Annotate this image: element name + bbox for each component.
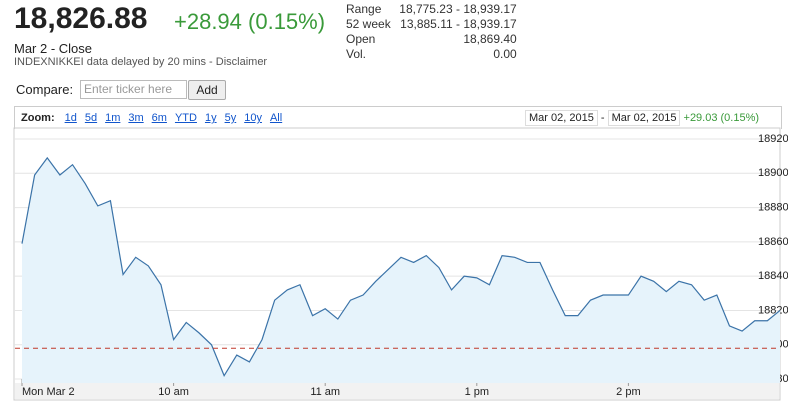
stat-row: 52 week 13,885.11 - 18,939.17 (346, 17, 517, 32)
stat-label: Vol. (346, 47, 367, 61)
range-change: +29.03 (0.15%) (683, 112, 760, 124)
stat-row: Open 18,869.40 (346, 32, 517, 47)
price: 18,826.88 (14, 2, 148, 35)
add-button[interactable]: Add (188, 80, 226, 100)
y-tick-label: 18860 (758, 236, 788, 248)
stat-label: 52 week (346, 17, 391, 31)
y-tick-label: 18880 (758, 201, 788, 213)
zoom-option[interactable]: 3m (128, 112, 144, 124)
stat-value: 18,775.23 - 18,939.17 (399, 2, 517, 16)
y-tick-label: 18820 (758, 304, 788, 316)
end-date[interactable]: Mar 02, 2015 (607, 110, 681, 126)
x-tick-label: 11 am (310, 386, 340, 398)
zoom-option[interactable]: All (269, 112, 283, 124)
zoom-label: Zoom: (21, 112, 55, 124)
stat-value: 18,869.40 (463, 32, 517, 46)
stat-row: Vol. 0.00 (346, 47, 517, 62)
date-range: Mar 02, 2015 - Mar 02, 2015 +29.03 (0.15… (525, 110, 759, 126)
x-tick-label: 1 pm (465, 386, 489, 398)
y-tick-label: 18840 (758, 270, 788, 282)
zoom-option[interactable]: 1m (105, 112, 121, 124)
x-axis-band (15, 383, 779, 399)
stat-row: Range 18,775.23 - 18,939.17 (346, 2, 517, 17)
x-tick-label: 2 pm (616, 386, 640, 398)
area (22, 157, 780, 383)
ticker-input[interactable]: Enter ticker here (80, 80, 187, 99)
stat-value: 13,885.11 - 18,939.17 (400, 17, 517, 31)
toolbar: Zoom: 1d 5d 1m 3m 6m YTD 1y 5y 10y All Mar 02, 201… (14, 106, 782, 129)
zoom-option[interactable]: 10y (244, 112, 262, 124)
start-date[interactable]: Mar 02, 2015 (525, 110, 598, 126)
zoom-option[interactable]: 5d (84, 112, 98, 124)
x-tick-label: Mon Mar 2 (22, 386, 75, 398)
price-line (21, 156, 781, 377)
chart-frame (13, 127, 781, 401)
zoom: Zoom: 1d 5d 1m 3m 6m YTD 1y 5y 10y All (21, 112, 290, 124)
stat-label: Open (346, 32, 376, 46)
stats: Range 18,775.23 - 18,939.17 52 week 13,885.… (346, 2, 517, 62)
x-tick-label: 10 am (158, 386, 189, 398)
stat-value: 0.00 (493, 47, 517, 61)
zoom-option[interactable]: 5y (224, 112, 237, 124)
zoom-option[interactable]: YTD (174, 112, 197, 124)
y-tick-label: 18900 (758, 167, 788, 179)
zoom-option[interactable]: 1y (204, 112, 217, 124)
zoom-option[interactable]: 6m (151, 112, 167, 124)
compare-label: Compare: (16, 82, 74, 97)
stat-label: Range (346, 2, 382, 16)
y-tick-label: 18920 (758, 133, 788, 145)
separator: - (600, 112, 605, 124)
delay-note: INDEXNIKKEI data delayed by 20 mins - Di… (14, 56, 268, 68)
date: Mar 2 - Close (14, 41, 93, 56)
zoom-option[interactable]: 1d (64, 112, 77, 124)
change: +28.94 (0.15%) (174, 9, 326, 34)
